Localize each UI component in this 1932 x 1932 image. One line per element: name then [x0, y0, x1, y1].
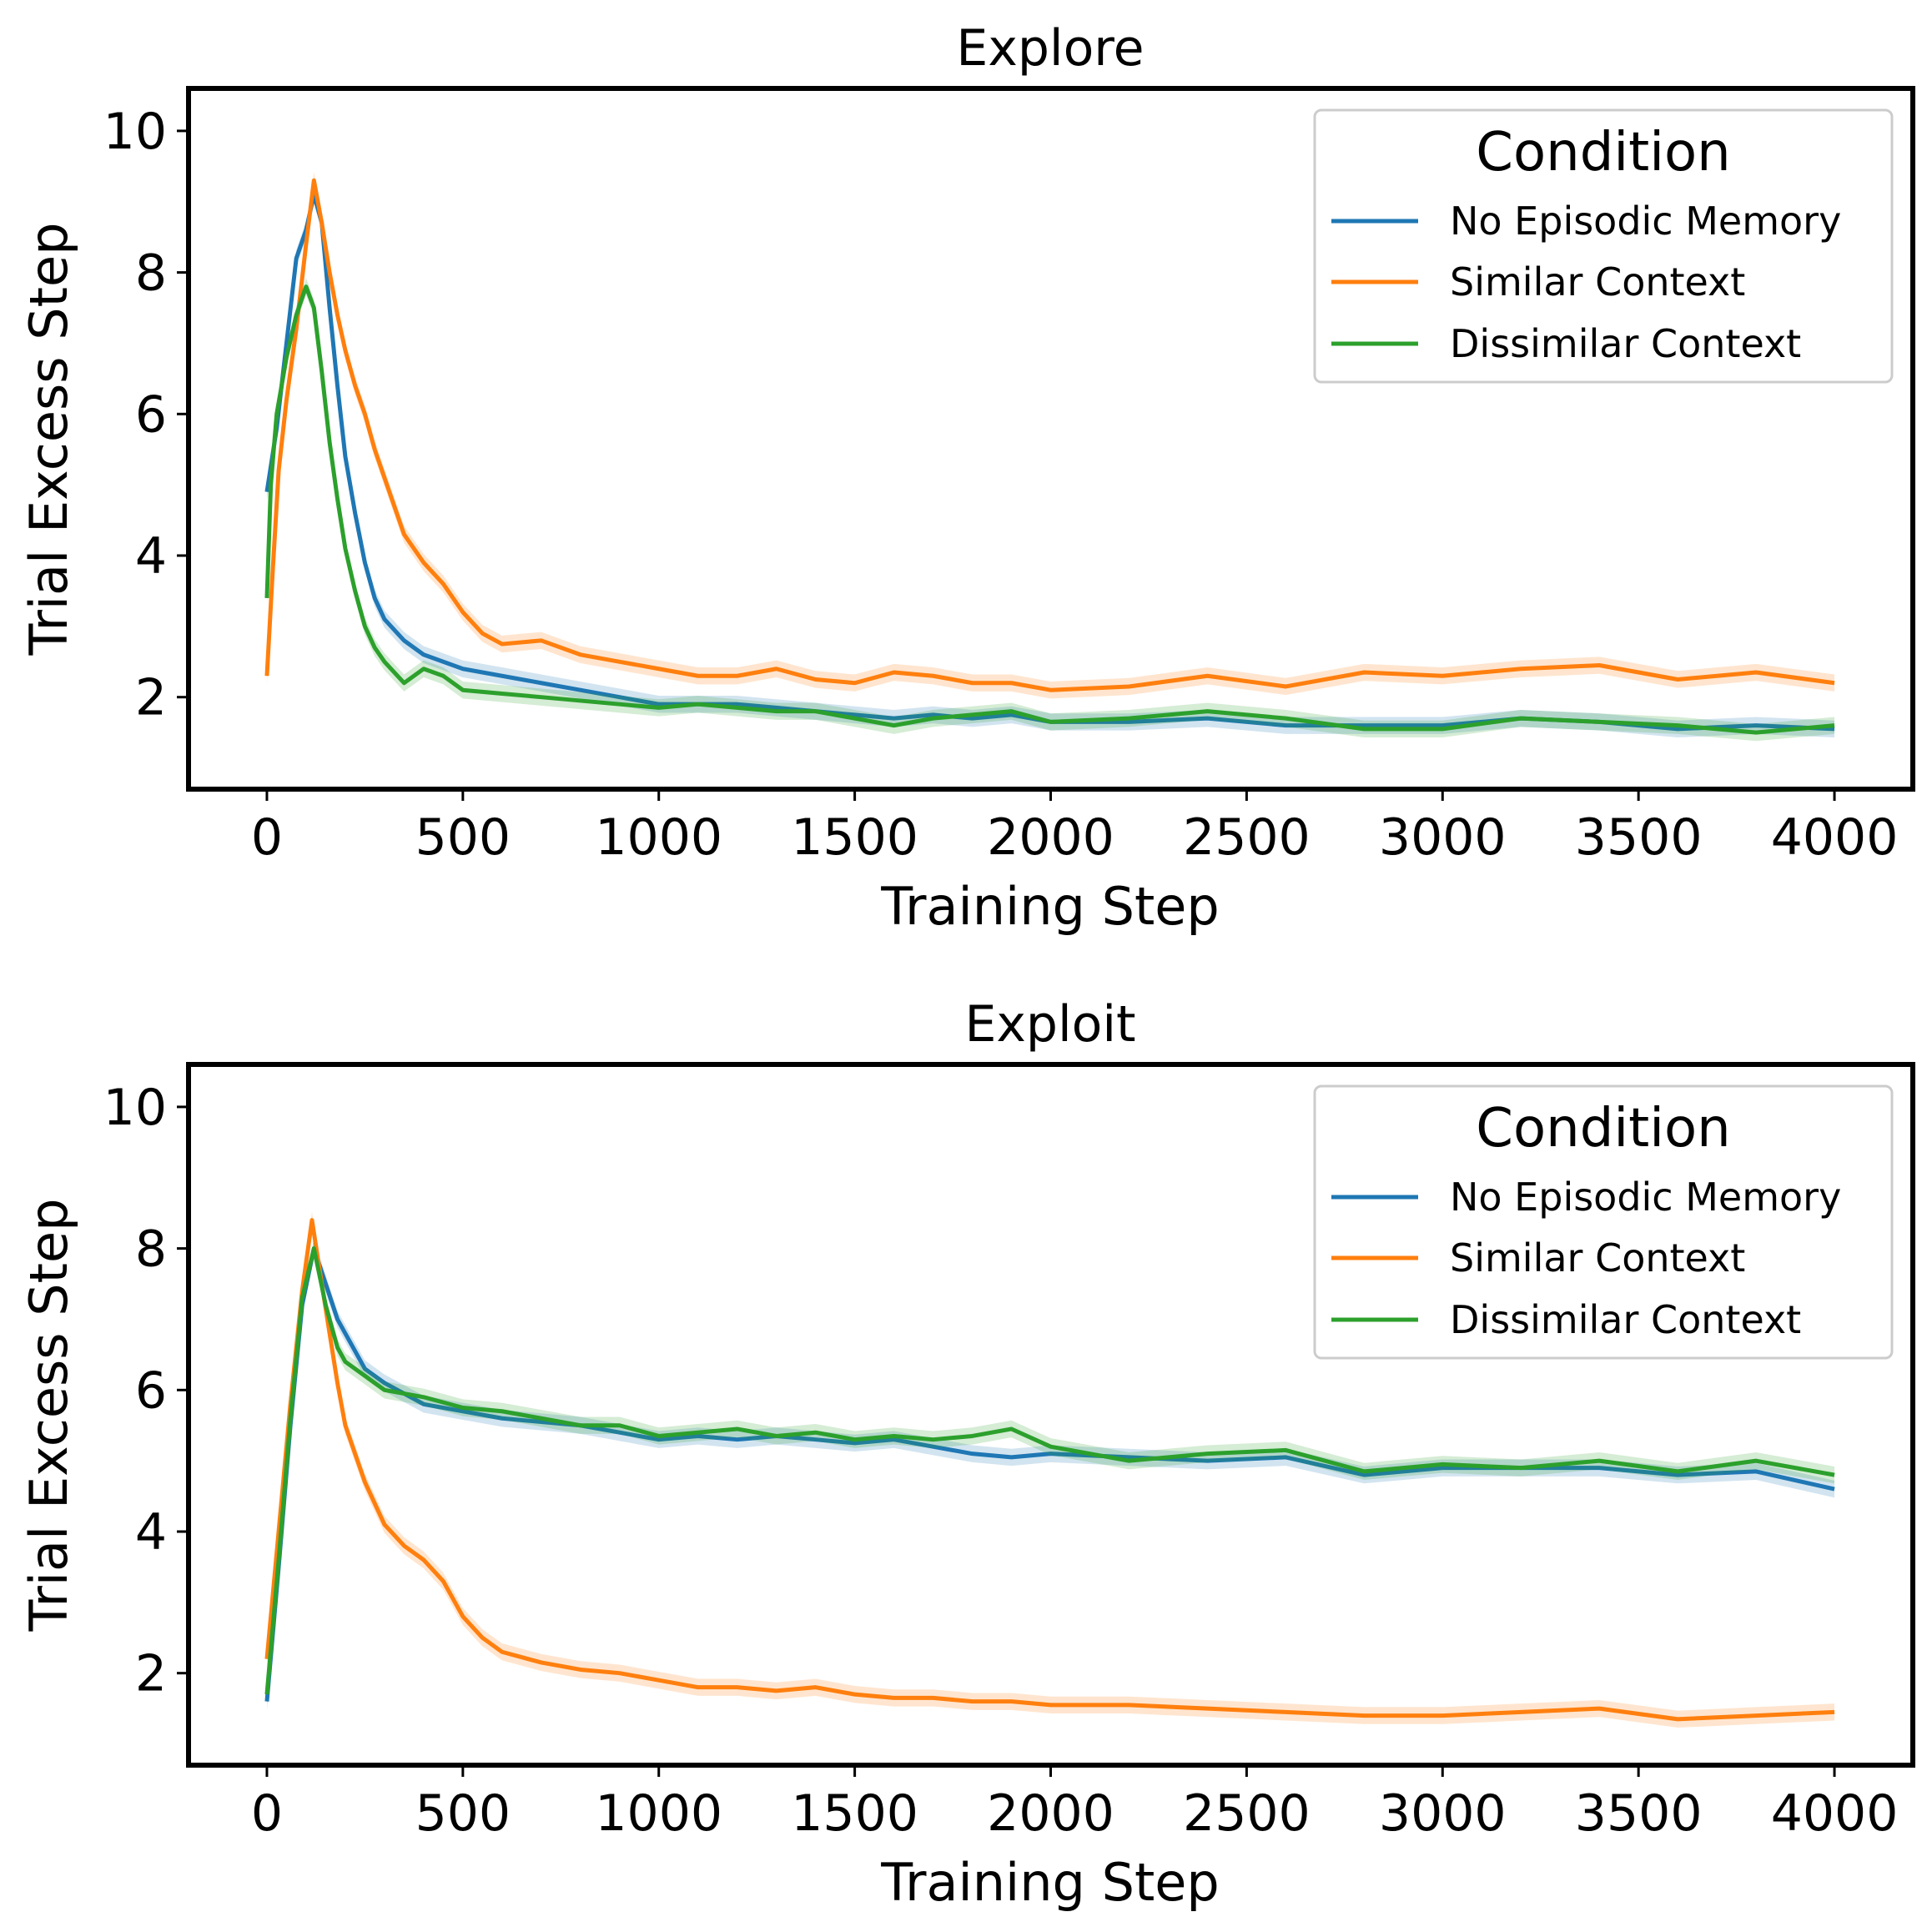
explore-xtick-label: 1000 [595, 808, 722, 867]
exploit-xtick-label: 2500 [1183, 1784, 1311, 1843]
exploit-ylabel: Trial Excess Step [18, 1199, 79, 1633]
exploit-ytick-label: 8 [135, 1220, 167, 1279]
explore-line-no-episodic [264, 192, 1835, 732]
explore-legend-box [1313, 108, 1894, 384]
exploit-plot-frame [186, 1062, 1915, 1768]
explore-plot-frame [186, 86, 1915, 792]
exploit-legend-label-dissimilar: Dissimilar Context [1450, 1297, 1801, 1342]
exploit-legend: Condition No Episodic Memory Similar Con… [1313, 1084, 1894, 1360]
exploit-xtick-label: 1500 [791, 1784, 918, 1843]
explore-xtick-label: 0 [251, 808, 283, 867]
explore-xtick-label: 3000 [1379, 808, 1507, 867]
exploit-line-dissimilar [264, 1246, 1835, 1695]
explore-legend-label-similar: Similar Context [1450, 259, 1745, 304]
explore-xlabel: Training Step [880, 876, 1220, 937]
explore-line-similar [264, 178, 1835, 692]
exploit-xtick-label: 500 [415, 1784, 511, 1843]
exploit-ytick-label: 10 [103, 1079, 167, 1137]
exploit-xtick-label: 2000 [987, 1784, 1114, 1843]
explore-ytick-label: 8 [135, 244, 167, 303]
explore-xtick-label: 1500 [791, 808, 918, 867]
exploit-xlabel: Training Step [880, 1852, 1220, 1913]
explore-ytick-label: 2 [135, 669, 167, 727]
exploit-ticks: 0 500 1000 1500 2000 2500 3000 3500 4000 2 4 6 8 10 [103, 1079, 1899, 1843]
exploit-legend-title: Condition [1476, 1098, 1730, 1160]
explore-ytick-label: 10 [103, 103, 167, 161]
exploit-xtick-label: 3500 [1575, 1784, 1703, 1843]
explore-ylabel: Trial Excess Step [18, 223, 79, 657]
explore-xtick-label: 3500 [1575, 808, 1703, 867]
explore-ticks: 0 500 1000 1500 2000 2500 3000 3500 4000 2 4 6 8 10 [103, 103, 1899, 867]
exploit-band-no-episodic [266, 1240, 1835, 1710]
explore-line-dissimilar [264, 284, 1835, 735]
explore-ytick-label: 6 [135, 385, 167, 444]
explore-legend: Condition No Episodic Memory Similar Con… [1313, 108, 1894, 384]
exploit-line-similar [264, 1218, 1835, 1722]
exploit-ytick-label: 6 [135, 1361, 167, 1420]
explore-ytick-label: 4 [135, 527, 167, 586]
exploit-ytick-label: 4 [135, 1503, 167, 1562]
explore-legend-title: Condition [1476, 122, 1730, 184]
exploit-xtick-label: 0 [251, 1784, 283, 1843]
explore-legend-label-dissimilar: Dissimilar Context [1450, 321, 1801, 366]
explore-legend-label-no-episodic: No Episodic Memory [1450, 199, 1841, 244]
explore-xtick-label: 500 [415, 808, 511, 867]
explore-xtick-label: 4000 [1771, 808, 1899, 867]
explore-panel: Explore 0 500 1000 1500 2000 2500 3000 3500 4000… [18, 19, 1915, 937]
explore-series-lines [264, 172, 1835, 742]
exploit-title: Exploit [964, 995, 1135, 1054]
exploit-ytick-label: 2 [135, 1645, 167, 1703]
explore-xtick-label: 2500 [1183, 808, 1311, 867]
exploit-xtick-label: 1000 [595, 1784, 722, 1843]
exploit-panel: Exploit 0 500 1000 1500 2000 2500 3000 3500 4000… [18, 995, 1915, 1913]
exploit-legend-box [1313, 1084, 1894, 1360]
explore-xtick-label: 2000 [987, 808, 1114, 867]
exploit-xtick-label: 4000 [1771, 1784, 1899, 1843]
exploit-line-no-episodic [264, 1246, 1835, 1702]
exploit-band-dissimilar [266, 1240, 1835, 1703]
exploit-series-lines [264, 1211, 1835, 1728]
explore-title: Explore [956, 19, 1144, 78]
exploit-legend-label-no-episodic: No Episodic Memory [1450, 1175, 1841, 1220]
exploit-xtick-label: 3000 [1379, 1784, 1507, 1843]
exploit-legend-label-similar: Similar Context [1450, 1235, 1745, 1280]
